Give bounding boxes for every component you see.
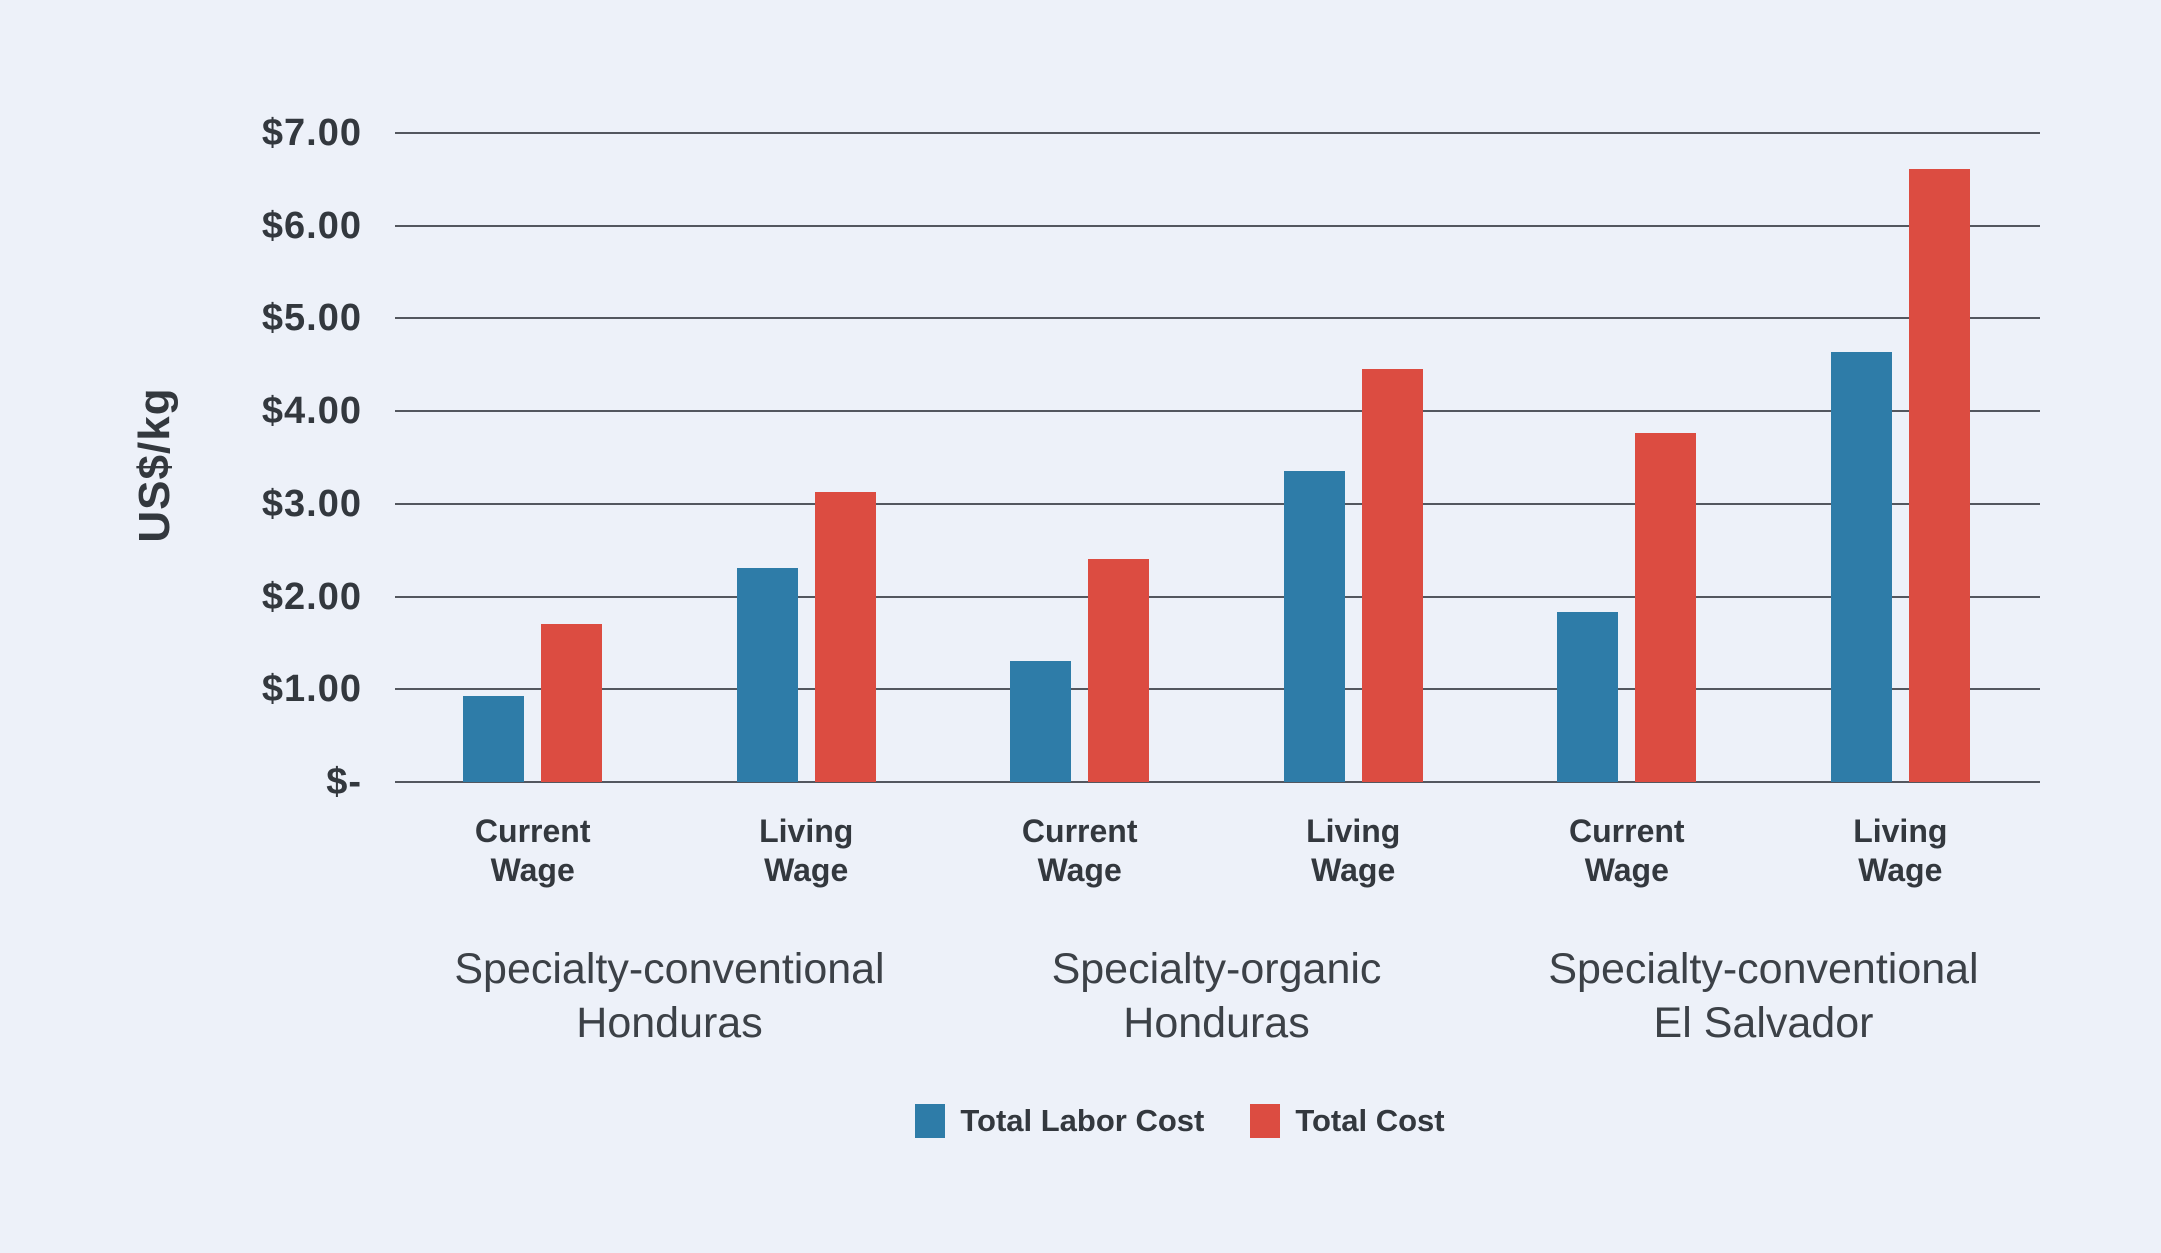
x-label-current-wage-0: Current Wage bbox=[413, 812, 653, 890]
y-axis-title: US$/kg bbox=[130, 387, 179, 543]
x-label-line: Wage bbox=[1858, 852, 1943, 888]
bar-total-cost-0 bbox=[541, 624, 603, 782]
y-tick-label-4: $4.00 bbox=[261, 390, 362, 433]
x-label-living-wage-5: Living Wage bbox=[1780, 812, 2020, 890]
group-label-line: Specialty-organic bbox=[1051, 945, 1382, 993]
x-label-living-wage-3: Living Wage bbox=[1233, 812, 1473, 890]
x-label-current-wage-2: Current Wage bbox=[960, 812, 1200, 890]
bar-total-labor-cost-0 bbox=[463, 695, 525, 782]
x-label-line: Wage bbox=[1311, 852, 1396, 888]
x-label-current-wage-4: Current Wage bbox=[1507, 812, 1747, 890]
legend-swatch-total-cost bbox=[1250, 1104, 1281, 1138]
gridline-6 bbox=[395, 224, 2040, 227]
x-label-line: Living bbox=[759, 813, 854, 849]
group-label-line: Honduras bbox=[576, 999, 763, 1047]
bar-total-cost-5 bbox=[1908, 169, 1970, 782]
group-label-line: Specialty-conventional bbox=[1548, 945, 1979, 993]
x-label-line: Current bbox=[1569, 813, 1685, 849]
x-label-line: Current bbox=[1021, 813, 1138, 849]
group-label-line: Honduras bbox=[1123, 999, 1310, 1047]
bar-total-cost-3 bbox=[1361, 369, 1423, 782]
x-label-line: Current bbox=[474, 813, 591, 849]
y-tick-label-0: $- bbox=[326, 761, 362, 803]
legend-item-total-cost: Total Cost bbox=[1250, 1103, 1445, 1139]
bar-total-cost-1 bbox=[814, 491, 876, 782]
group-label-specialty-conventional-el-salvador: Specialty-conventional El Salvador bbox=[1424, 942, 2104, 1050]
y-tick-label-3: $3.00 bbox=[261, 482, 362, 525]
gridline-7 bbox=[395, 132, 2040, 134]
bar-total-labor-cost-3 bbox=[1283, 471, 1345, 782]
legend-label-total-cost: Total Cost bbox=[1295, 1103, 1445, 1138]
gridline-1 bbox=[395, 688, 2040, 691]
x-label-line: Wage bbox=[764, 852, 849, 888]
bar-total-labor-cost-5 bbox=[1830, 351, 1892, 782]
bar-total-cost-2 bbox=[1088, 559, 1150, 782]
group-label-line: Specialty-conventional bbox=[454, 945, 885, 993]
gridline-5 bbox=[395, 317, 2040, 320]
x-label-line: Living bbox=[1853, 813, 1948, 849]
gridline-2 bbox=[395, 595, 2040, 598]
legend-label-total-labor-cost: Total Labor Cost bbox=[960, 1103, 1205, 1138]
y-tick-label-2: $2.00 bbox=[261, 575, 362, 618]
y-tick-label-5: $5.00 bbox=[261, 297, 362, 340]
legend-swatch-total-labor-cost bbox=[915, 1104, 946, 1138]
bar-total-labor-cost-1 bbox=[736, 567, 798, 782]
y-tick-label-6: $6.00 bbox=[261, 204, 362, 247]
y-tick-label-7: $7.00 bbox=[261, 112, 362, 154]
legend: Total Labor Cost Total Cost bbox=[280, 1096, 2080, 1146]
gridline-3 bbox=[395, 502, 2040, 505]
group-label-specialty-conventional-honduras: Specialty-conventional Honduras bbox=[330, 942, 1010, 1050]
group-label-specialty-organic-honduras: Specialty-organic Honduras bbox=[877, 942, 1557, 1050]
group-label-line: El Salvador bbox=[1653, 999, 1874, 1047]
x-label-living-wage-1: Living Wage bbox=[686, 812, 926, 890]
bar-total-cost-4 bbox=[1635, 433, 1697, 782]
x-label-line: Wage bbox=[1037, 852, 1122, 888]
gridline-0 bbox=[395, 781, 2040, 783]
gridline-4 bbox=[395, 410, 2040, 413]
plot-area bbox=[395, 132, 2040, 783]
x-label-line: Wage bbox=[490, 852, 575, 888]
y-tick-label-1: $1.00 bbox=[261, 668, 362, 711]
bar-total-labor-cost-2 bbox=[1010, 661, 1072, 782]
legend-item-total-labor-cost: Total Labor Cost bbox=[915, 1103, 1204, 1139]
bar-total-labor-cost-4 bbox=[1557, 612, 1619, 782]
x-label-line: Wage bbox=[1584, 852, 1669, 888]
x-label-line: Living bbox=[1306, 813, 1401, 849]
